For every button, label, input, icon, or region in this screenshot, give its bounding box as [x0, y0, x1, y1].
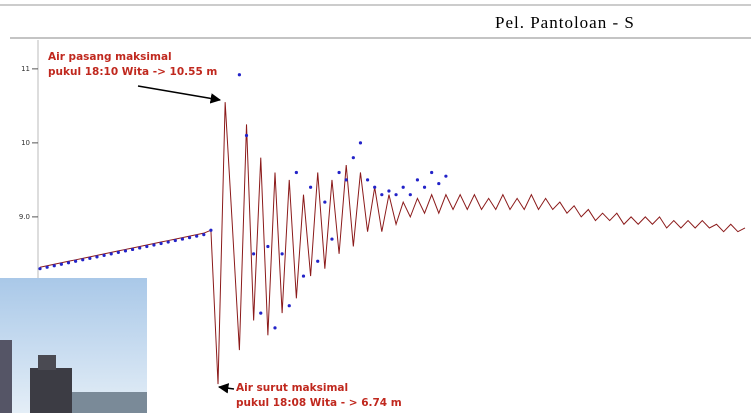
data-point	[202, 233, 206, 237]
chart-title: Pel. Pantoloan - S	[495, 13, 635, 32]
data-point	[130, 247, 135, 252]
data-point	[330, 237, 334, 241]
annotation: pukul 18:08 Wita - > 6.74 m	[236, 397, 402, 409]
annotation: Air pasang maksimal	[48, 51, 172, 63]
data-point	[38, 267, 42, 271]
data-point	[195, 234, 199, 238]
y-tick-label: 9.0	[19, 213, 30, 221]
data-point	[437, 181, 441, 186]
data-point	[81, 258, 85, 262]
arrow	[217, 383, 235, 394]
data-point	[209, 228, 213, 232]
data-point	[66, 261, 71, 265]
data-point	[95, 255, 99, 259]
data-point	[123, 249, 128, 253]
data-point	[316, 259, 320, 263]
data-point	[173, 238, 177, 243]
data-point	[159, 241, 163, 246]
data-point	[394, 193, 398, 197]
data-point	[401, 185, 405, 189]
data-point	[244, 133, 249, 138]
y-tick-label: 10	[21, 139, 30, 147]
data-point	[138, 246, 142, 250]
data-point	[116, 250, 120, 255]
data-point	[88, 256, 92, 260]
data-point	[309, 185, 313, 189]
data-point	[365, 178, 370, 182]
data-point	[52, 264, 56, 268]
data-point	[74, 259, 78, 263]
data-point	[415, 178, 420, 182]
data-point	[344, 178, 348, 182]
data-point	[408, 193, 412, 197]
data-point	[102, 253, 106, 257]
y-tick-label: 11	[21, 65, 30, 73]
data-point	[323, 200, 327, 204]
data-point	[266, 244, 270, 249]
data-point	[444, 174, 448, 178]
data-point	[273, 326, 277, 330]
data-point	[152, 243, 156, 247]
data-line	[39, 102, 746, 385]
data-point	[109, 252, 113, 256]
data-point	[430, 170, 434, 175]
data-point	[252, 252, 256, 256]
data-point	[180, 237, 185, 241]
data-point	[387, 189, 391, 193]
annotation: pukul 18:10 Wita -> 10.55 m	[48, 66, 217, 78]
arrow	[137, 85, 222, 104]
data-point	[294, 170, 298, 175]
data-point	[166, 240, 170, 244]
data-point	[259, 311, 263, 315]
data-point	[373, 185, 377, 189]
data-point	[280, 252, 284, 256]
annotation: Air surut maksimal	[236, 382, 348, 394]
data-point	[380, 193, 384, 197]
photo	[0, 278, 147, 413]
data-point	[358, 141, 363, 145]
data-point	[45, 265, 49, 269]
data-point	[351, 156, 355, 160]
data-point	[301, 274, 306, 278]
data-point	[287, 304, 291, 308]
data-point	[59, 262, 63, 266]
data-point	[337, 170, 341, 175]
data-point	[422, 185, 427, 189]
data-point	[187, 236, 192, 240]
data-point	[145, 244, 149, 249]
data-point	[237, 73, 241, 77]
